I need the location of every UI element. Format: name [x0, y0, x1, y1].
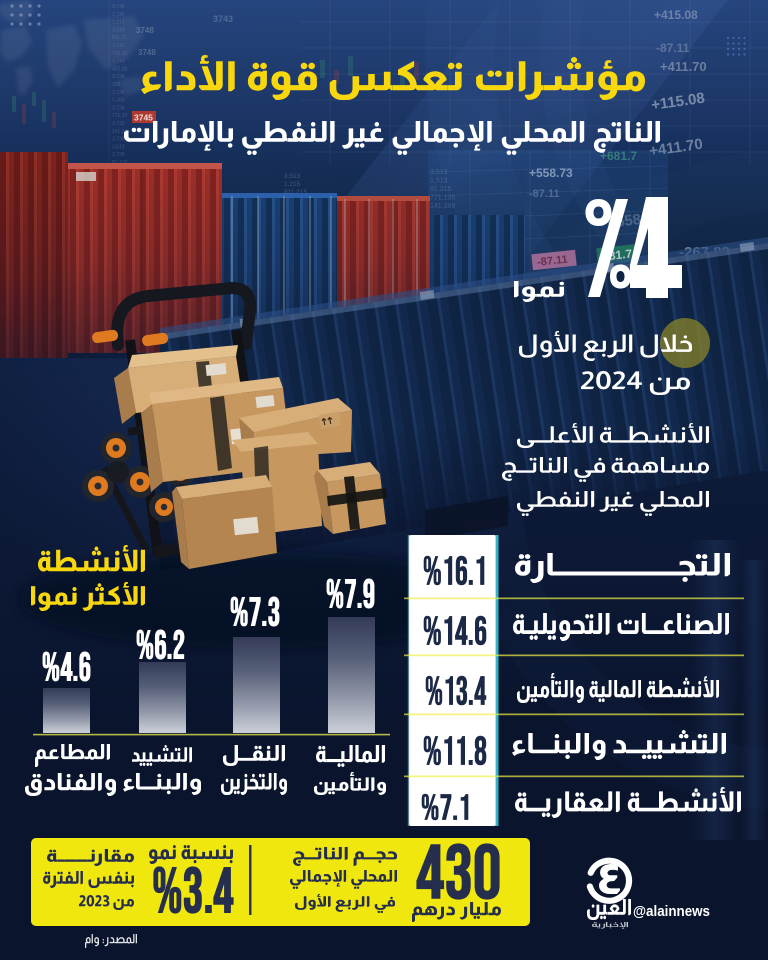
svg-text:3,736: 3,736 [112, 90, 125, 96]
svg-text:308: 308 [112, 82, 121, 88]
svg-text:3,746: 3,746 [112, 12, 125, 18]
svg-text:3,513: 3,513 [112, 144, 125, 150]
svg-text:3,730: 3,730 [112, 137, 125, 143]
svg-text:771,10: 771,10 [112, 113, 128, 119]
svg-text:3748: 3748 [138, 48, 156, 57]
svg-text:775,10: 775,10 [112, 51, 128, 57]
svg-text:3743: 3743 [213, 14, 233, 24]
svg-text:-87.11: -87.11 [537, 254, 569, 269]
svg-text:3,744: 3,744 [112, 27, 125, 33]
svg-text:141,38: 141,38 [112, 129, 128, 135]
svg-text:3,748: 3,748 [112, 4, 125, 10]
svg-text:3745: 3745 [134, 113, 153, 123]
svg-text:3748: 3748 [136, 26, 154, 35]
svg-text:+681.7: +681.7 [600, 149, 637, 163]
svg-text:1,215: 1,215 [112, 20, 125, 26]
svg-text:3,740: 3,740 [112, 59, 125, 65]
svg-text:@alainnews: @alainnews [633, 904, 710, 920]
svg-text:3,732: 3,732 [112, 121, 125, 127]
svg-text:3,742: 3,742 [112, 43, 125, 49]
svg-text:1,389: 1,389 [112, 98, 125, 104]
svg-text:3,738: 3,738 [112, 74, 125, 80]
svg-text:+411.70: +411.70 [660, 59, 707, 74]
svg-text:3,734: 3,734 [112, 105, 125, 111]
svg-text:-87.11: -87.11 [656, 41, 690, 55]
svg-text:811,21: 811,21 [112, 35, 127, 41]
svg-text:+558.73: +558.73 [529, 166, 573, 180]
svg-text:452,38: 452,38 [112, 66, 128, 72]
svg-text:-87.11: -87.11 [529, 188, 560, 200]
svg-text:+415.08: +415.08 [654, 8, 698, 22]
